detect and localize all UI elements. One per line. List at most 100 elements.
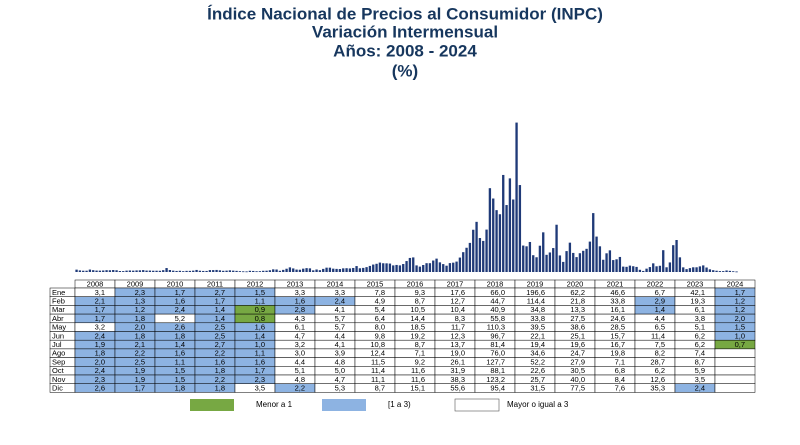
bar bbox=[668, 262, 672, 272]
cell-value: 27,5 bbox=[570, 314, 585, 323]
bar bbox=[185, 270, 188, 272]
cell-value: 13,7 bbox=[450, 340, 465, 349]
bar bbox=[532, 255, 535, 272]
bar bbox=[478, 238, 482, 272]
cell-value: 66,0 bbox=[490, 288, 505, 297]
cell bbox=[714, 357, 756, 367]
bar bbox=[518, 185, 522, 272]
cell-value: 1,7 bbox=[735, 288, 745, 297]
cell-value: 7,4 bbox=[695, 349, 705, 358]
cell-value: 5,2 bbox=[175, 314, 185, 323]
bar bbox=[345, 268, 348, 272]
cell-value: 1,1 bbox=[255, 349, 265, 358]
cell-value: 31,9 bbox=[450, 366, 465, 375]
cell-value: 3,5 bbox=[255, 384, 265, 393]
cell-value: 5,9 bbox=[695, 366, 705, 375]
cell-value: 2,7 bbox=[215, 340, 225, 349]
bar bbox=[458, 257, 462, 272]
cell-value: 11,5 bbox=[371, 357, 385, 366]
cell-value: 4,7 bbox=[295, 331, 305, 340]
cell-value: 46,6 bbox=[610, 288, 625, 297]
bar bbox=[238, 271, 242, 272]
cell-value: 17,6 bbox=[450, 288, 465, 297]
bar bbox=[352, 267, 355, 272]
bar bbox=[332, 268, 335, 272]
cell-value: 1,4 bbox=[255, 331, 265, 340]
bar bbox=[95, 270, 98, 272]
cell-value: 3,3 bbox=[295, 288, 305, 297]
cell-value: 9,8 bbox=[375, 331, 385, 340]
year-label: 2013 bbox=[287, 279, 304, 288]
cell-value: 1,8 bbox=[135, 331, 145, 340]
month-label: Oct bbox=[52, 366, 65, 375]
bar bbox=[682, 267, 685, 272]
bar bbox=[252, 270, 255, 272]
legend-swatch bbox=[454, 398, 500, 412]
chart-subtitle: Variación Intermensual bbox=[312, 22, 498, 41]
month-label: May bbox=[52, 323, 66, 332]
bar bbox=[425, 263, 428, 272]
cell-value: 44,7 bbox=[490, 297, 505, 306]
cell-value: 0,8 bbox=[255, 314, 265, 323]
cell-value: 3,0 bbox=[295, 349, 305, 358]
cell-value: 24,7 bbox=[570, 349, 585, 358]
cell-value: 2,5 bbox=[215, 323, 225, 332]
bar bbox=[178, 270, 182, 272]
cell-value: 1,6 bbox=[255, 323, 265, 332]
cell-value: 12,6 bbox=[650, 375, 665, 384]
bar bbox=[645, 268, 648, 272]
month-label: Jul bbox=[52, 340, 62, 349]
cell-value: 1,6 bbox=[175, 297, 185, 306]
bar bbox=[325, 267, 328, 272]
bar bbox=[225, 270, 228, 272]
bar bbox=[608, 250, 612, 272]
bar bbox=[735, 271, 738, 273]
bar bbox=[675, 240, 678, 272]
cell-value: 52,2 bbox=[530, 357, 545, 366]
cell-value: 1,0 bbox=[255, 340, 265, 349]
cell-value: 2,3 bbox=[95, 375, 105, 384]
bar bbox=[528, 241, 532, 272]
bar bbox=[338, 269, 342, 272]
year-label: 2019 bbox=[527, 279, 544, 288]
bar bbox=[402, 264, 405, 272]
bar bbox=[248, 270, 252, 272]
bar bbox=[85, 270, 88, 272]
bar bbox=[385, 263, 388, 272]
cell-value: 3,8 bbox=[695, 314, 705, 323]
bar bbox=[618, 256, 622, 272]
cell-value: 4,8 bbox=[295, 375, 305, 384]
cell-value: 123,2 bbox=[486, 375, 505, 384]
cell-value: 12,3 bbox=[450, 331, 465, 340]
cell-value: 2,6 bbox=[95, 384, 105, 393]
bar bbox=[472, 229, 475, 272]
cell-value: 5,4 bbox=[375, 305, 385, 314]
cell-value: 3,5 bbox=[695, 375, 705, 384]
bar bbox=[398, 265, 402, 272]
cell-value: 2,2 bbox=[215, 349, 225, 358]
bar bbox=[108, 270, 112, 272]
cell-value: 9,3 bbox=[415, 288, 425, 297]
year-label: 2015 bbox=[367, 279, 384, 288]
bar bbox=[652, 263, 655, 272]
cell-value: 25,1 bbox=[570, 331, 585, 340]
bar bbox=[475, 221, 478, 272]
year-label: 2022 bbox=[647, 279, 664, 288]
bar bbox=[488, 188, 492, 272]
bar bbox=[728, 270, 732, 272]
cell-value: 2,6 bbox=[175, 323, 185, 332]
cell-value: 3,3 bbox=[335, 288, 345, 297]
year-label: 2021 bbox=[607, 279, 624, 288]
year-label: 2024 bbox=[727, 279, 744, 288]
cell-value: 8,4 bbox=[615, 375, 625, 384]
cell-value: 2,4 bbox=[335, 297, 345, 306]
bar bbox=[272, 269, 275, 272]
cell-value: 11,4 bbox=[651, 331, 665, 340]
cell-value: 18,5 bbox=[410, 323, 425, 332]
cell-value: 34,8 bbox=[530, 305, 545, 314]
cell-value: 1,2 bbox=[135, 305, 145, 314]
cell-value: 19,3 bbox=[690, 297, 705, 306]
cell-value: 1,5 bbox=[735, 323, 745, 332]
cell-value: 16,1 bbox=[610, 305, 625, 314]
